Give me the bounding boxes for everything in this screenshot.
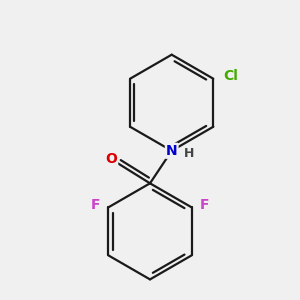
Text: N: N xyxy=(166,144,178,158)
Text: H: H xyxy=(184,147,194,161)
Text: F: F xyxy=(91,198,100,212)
Text: O: O xyxy=(105,152,117,166)
Text: F: F xyxy=(200,198,209,212)
Text: Cl: Cl xyxy=(223,69,238,82)
